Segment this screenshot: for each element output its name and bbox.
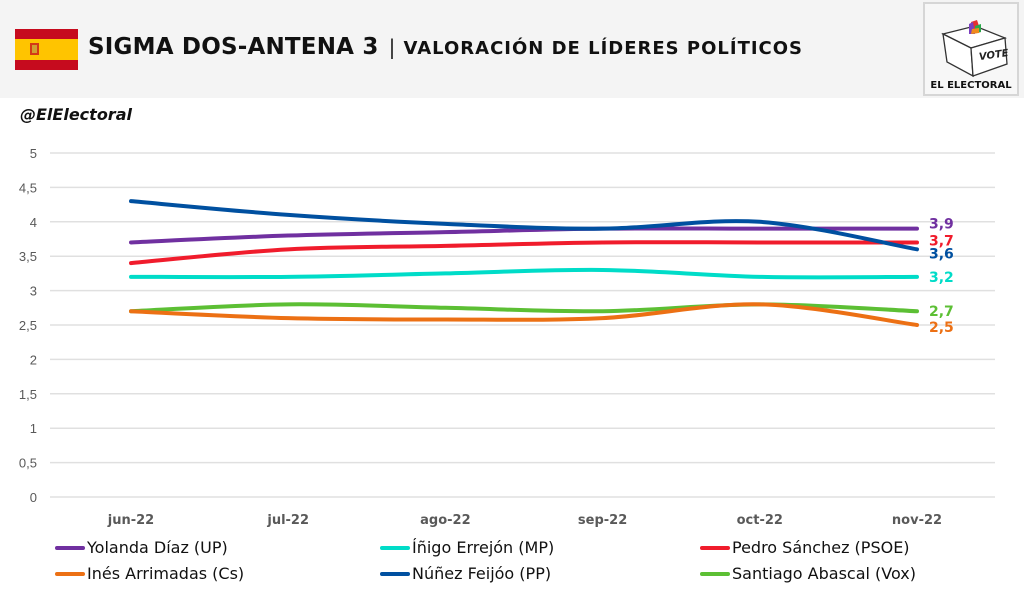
series-line — [129, 302, 919, 327]
ballot-box-icon: VOTE EL ELECTORAL — [930, 20, 1012, 91]
legend-swatch — [380, 571, 410, 576]
y-tick-label: 0,5 — [19, 456, 37, 471]
legend-swatch — [55, 571, 85, 576]
legend-swatch — [700, 545, 730, 550]
data-label: 3,2 — [929, 270, 954, 286]
legend-item: Núñez Feijóo (PP) — [380, 564, 551, 583]
data-label: 3,7 — [929, 233, 954, 249]
series-line — [129, 240, 919, 266]
legend-item: Santiago Abascal (Vox) — [700, 564, 916, 583]
x-tick-label: nov-22 — [892, 513, 942, 528]
header-banner: SIGMA DOS-ANTENA 3 | VALORACIÓN DE LÍDERES… — [0, 0, 1024, 98]
y-tick-label: 3 — [30, 284, 37, 299]
x-tick-label: jun-22 — [107, 513, 154, 528]
legend-item: Pedro Sánchez (PSOE) — [700, 538, 910, 557]
y-tick-label: 5 — [30, 146, 37, 161]
el-electoral-logo: VOTE EL ELECTORAL — [923, 2, 1019, 96]
data-label: 3,9 — [929, 217, 954, 233]
y-tick-label: 3,5 — [19, 249, 37, 264]
legend-label: Íñigo Errejón (MP) — [412, 538, 555, 557]
series-line — [129, 199, 919, 252]
data-label: 2,7 — [929, 304, 954, 320]
logo-caption: EL ELECTORAL — [930, 80, 1012, 91]
logo-vote-text: VOTE — [978, 48, 1009, 63]
y-tick-label: 4,5 — [19, 180, 37, 195]
x-tick-label: sep-22 — [578, 513, 627, 528]
data-label: 2,5 — [929, 320, 954, 336]
legend-label: Yolanda Díaz (UP) — [87, 538, 228, 557]
legend-label: Santiago Abascal (Vox) — [732, 564, 916, 583]
legend-label: Núñez Feijóo (PP) — [412, 564, 552, 583]
y-tick-label: 4 — [30, 215, 37, 230]
y-tick-label: 2 — [30, 352, 37, 367]
spain-flag-icon — [15, 29, 78, 70]
series-line — [129, 267, 919, 280]
x-tick-label: oct-22 — [737, 513, 783, 528]
legend-swatch — [380, 545, 410, 550]
legend-item: Íñigo Errejón (MP) — [380, 538, 554, 557]
legend-item: Inés Arrimadas (Cs) — [55, 564, 244, 583]
y-tick-label: 2,5 — [19, 318, 37, 333]
legend-label: Inés Arrimadas (Cs) — [87, 564, 245, 583]
page-title: SIGMA DOS-ANTENA 3 | VALORACIÓN DE LÍDERES… — [88, 34, 803, 60]
y-tick-label: 0 — [30, 490, 37, 505]
data-label: 3,6 — [929, 246, 954, 262]
legend-label: Pedro Sánchez (PSOE) — [732, 538, 910, 557]
title-main: SIGMA DOS-ANTENA 3 — [88, 34, 379, 60]
legend-item: Yolanda Díaz (UP) — [55, 538, 228, 557]
chart-legend: Yolanda Díaz (UP) Íñigo Errejón (MP) Pedro… — [0, 538, 1024, 598]
legend-swatch — [55, 545, 85, 550]
line-chart: 0 0,5 1 1,5 2 2,5 3 3,5 4 4,5 5 jun-22 jul-22 ago-22 s… — [19, 146, 995, 528]
series-line — [129, 226, 919, 245]
x-tick-label: ago-22 — [420, 513, 471, 528]
title-separator: | — [388, 35, 396, 59]
y-tick-label: 1,5 — [19, 387, 37, 402]
legend-swatch — [700, 571, 730, 576]
title-subtitle: VALORACIÓN DE LÍDERES POLÍTICOS — [403, 38, 804, 59]
x-tick-label: jul-22 — [266, 513, 309, 528]
twitter-handle: @ElElectoral — [20, 105, 132, 124]
y-tick-label: 1 — [30, 421, 37, 436]
